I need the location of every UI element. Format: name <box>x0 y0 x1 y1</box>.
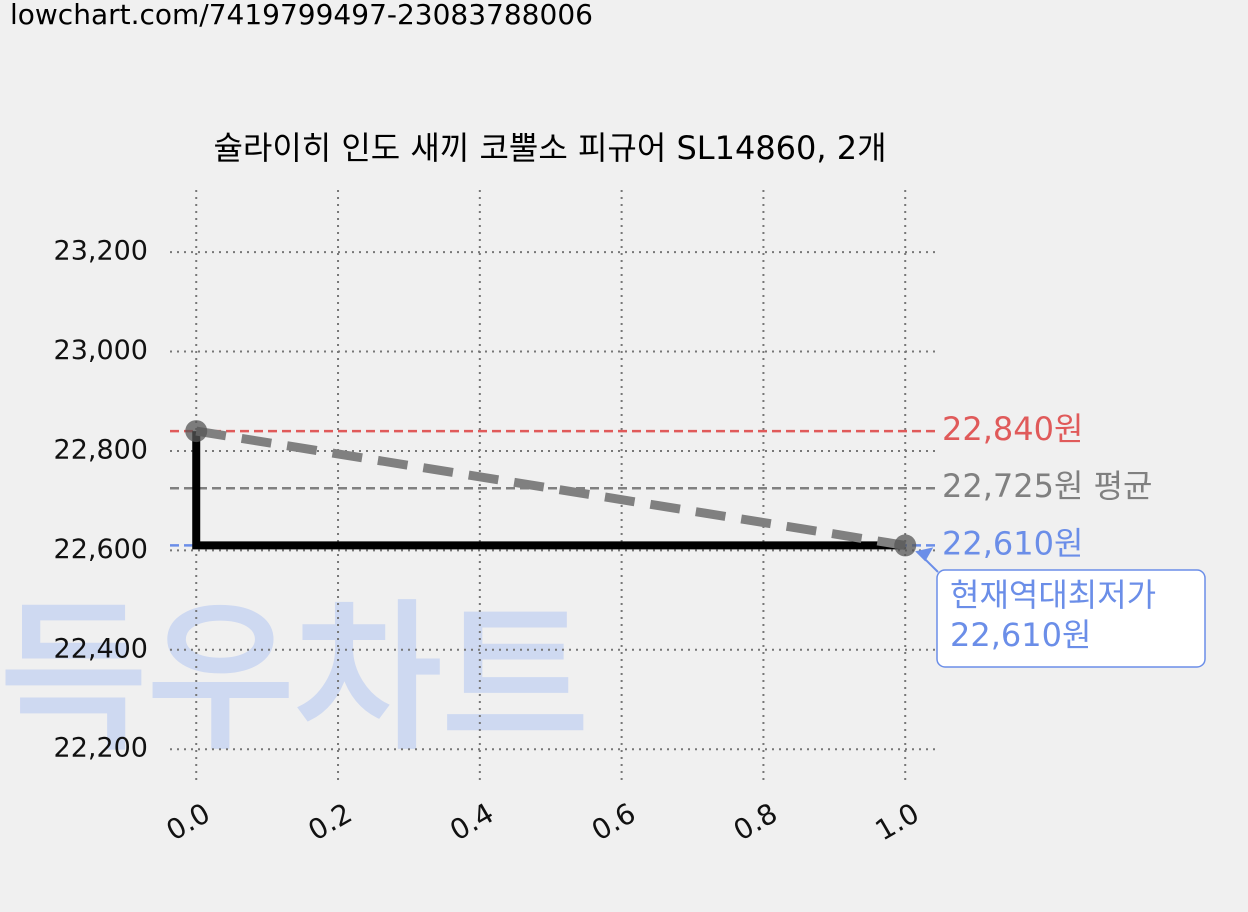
y-tick-label: 22,200 <box>54 733 148 764</box>
y-tick-label: 23,000 <box>54 335 148 366</box>
point <box>894 534 917 557</box>
annotation-box <box>936 569 1206 668</box>
y-tick-label: 22,800 <box>54 434 148 465</box>
annotation-text: 22,610원 <box>950 616 1091 654</box>
reference-label: 22,840원 <box>942 410 1083 448</box>
chart-title: 슐라이히 인도 새끼 코뿔소 피규어 SL14860, 2개 <box>213 129 886 167</box>
reference-label: 22,725원 평균 <box>942 467 1152 505</box>
y-tick-label: 22,600 <box>54 534 148 565</box>
y-tick-label: 22,400 <box>54 633 148 664</box>
series-line <box>195 426 906 550</box>
point <box>185 420 208 443</box>
watermark: 득우차트 <box>0 585 589 772</box>
reference-label: 22,610원 <box>942 524 1083 562</box>
y-tick-label: 23,200 <box>54 236 148 267</box>
annotation-text: 현재역대최저가 <box>950 576 1156 614</box>
series-line <box>192 431 906 550</box>
annotation-arrowhead <box>915 547 934 562</box>
url: lowchart.com/7419799497-23083788006 <box>10 0 593 31</box>
